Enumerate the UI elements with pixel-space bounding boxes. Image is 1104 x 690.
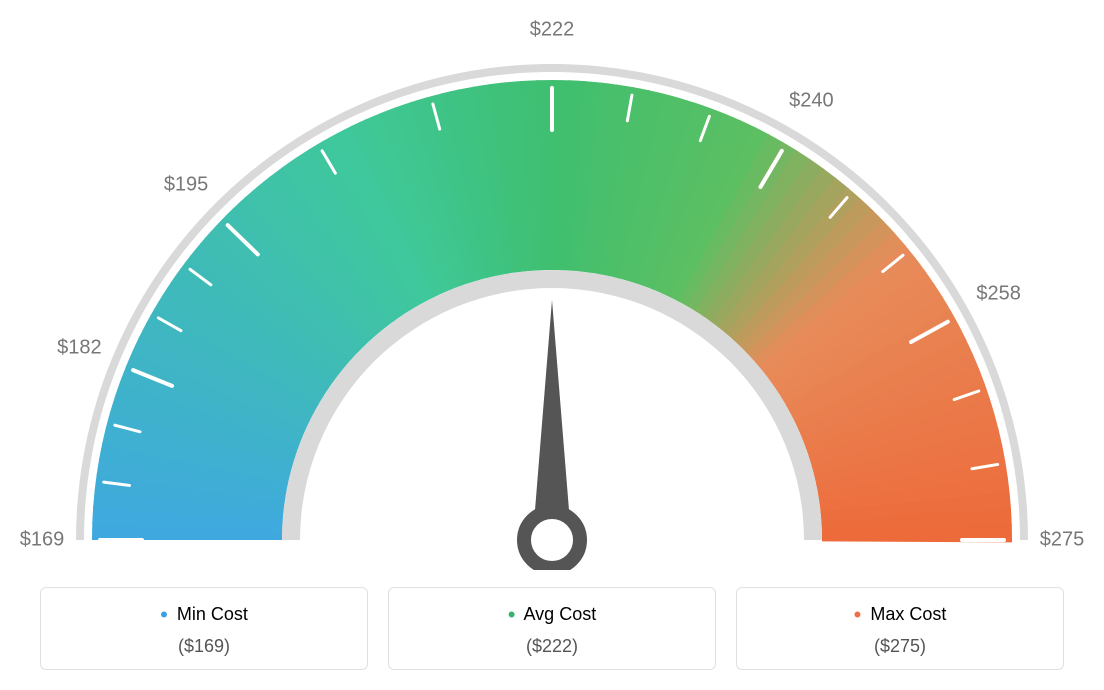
chart-container: $169 $182 $195 $222 $240 $258 $275 • Min Cost … xyxy=(0,0,1104,690)
legend-max-title: • Max Cost xyxy=(747,602,1053,628)
legend-max-card: • Max Cost ($275) xyxy=(736,587,1064,670)
dot-icon: • xyxy=(508,602,516,627)
legend-avg-card: • Avg Cost ($222) xyxy=(388,587,716,670)
gauge-tick-label: $258 xyxy=(976,282,1021,305)
legend-avg-value: ($222) xyxy=(399,636,705,657)
gauge-tick-label: $240 xyxy=(789,89,834,112)
gauge-tick-label: $195 xyxy=(164,173,209,196)
dot-icon: • xyxy=(160,602,168,627)
dot-icon: • xyxy=(854,602,862,627)
legend-min-value: ($169) xyxy=(51,636,357,657)
legend-max-value: ($275) xyxy=(747,636,1053,657)
gauge: $169 $182 $195 $222 $240 $258 $275 xyxy=(0,10,1104,570)
legend-avg-title: • Avg Cost xyxy=(399,602,705,628)
legend-min-card: • Min Cost ($169) xyxy=(40,587,368,670)
legend-max-title-text: Max Cost xyxy=(870,604,946,624)
legend-avg-title-text: Avg Cost xyxy=(524,604,597,624)
gauge-tick-label: $222 xyxy=(530,19,575,42)
gauge-tick-label: $275 xyxy=(1040,529,1085,552)
legend-min-title-text: Min Cost xyxy=(177,604,248,624)
gauge-tick-label: $169 xyxy=(20,529,65,552)
legend-min-title: • Min Cost xyxy=(51,602,357,628)
legend-row: • Min Cost ($169) • Avg Cost ($222) • Ma… xyxy=(40,587,1064,670)
gauge-tick-label: $182 xyxy=(57,337,102,360)
